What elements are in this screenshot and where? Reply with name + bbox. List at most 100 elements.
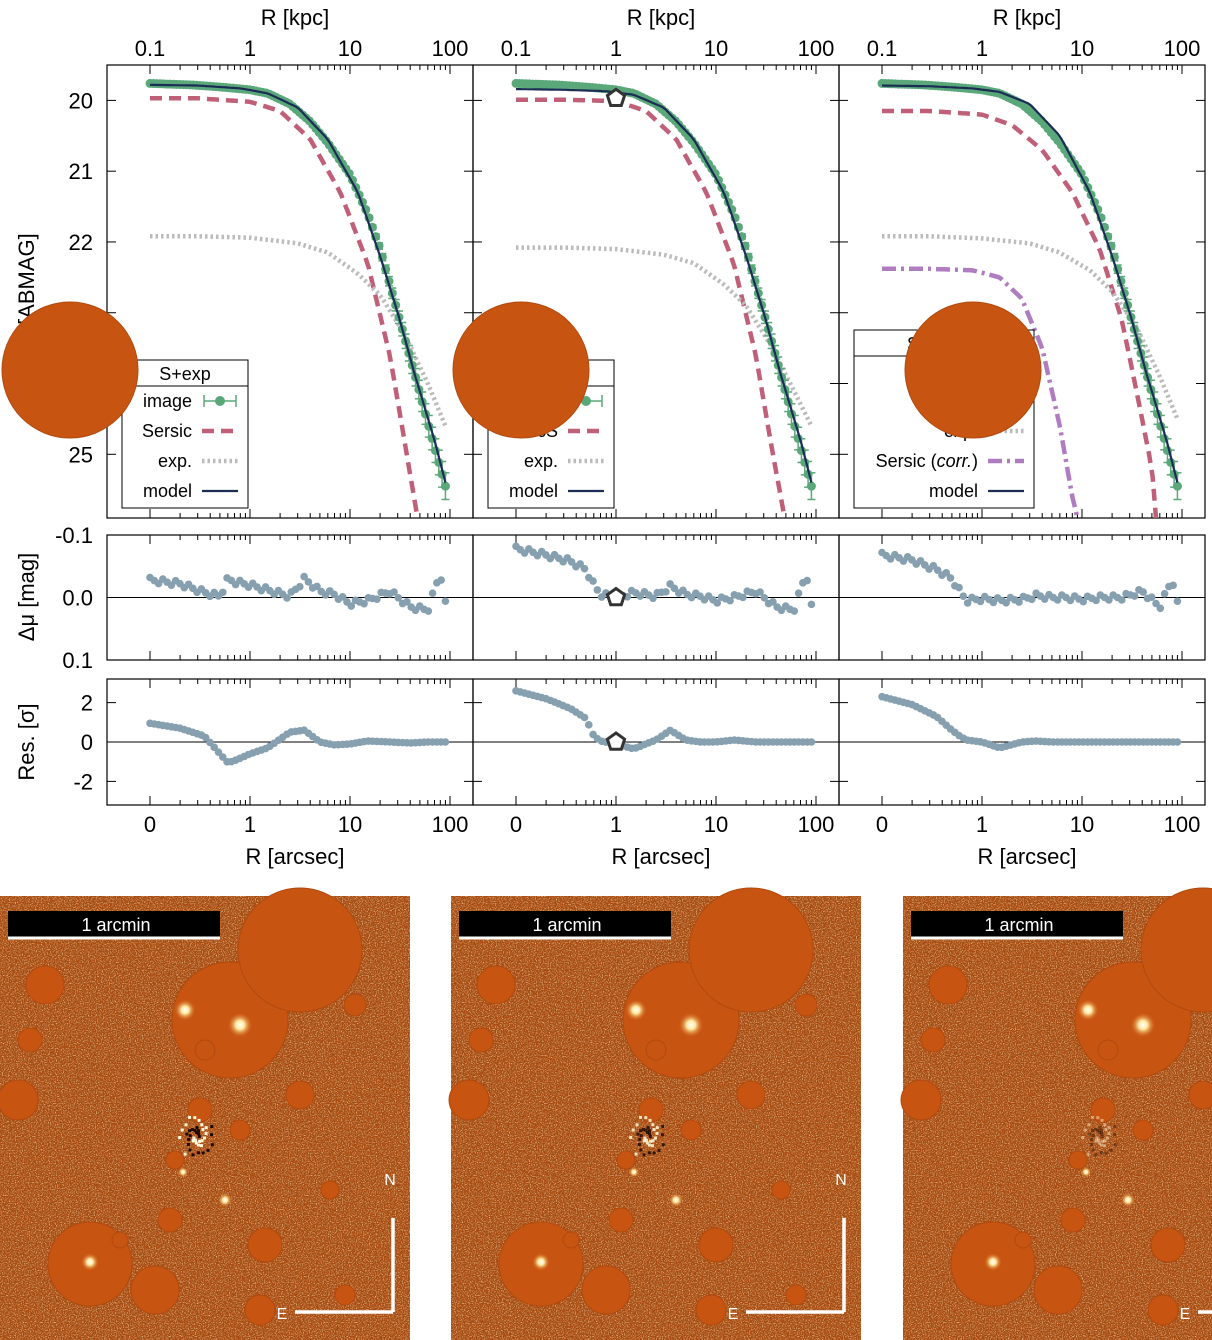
point-source (1077, 999, 1099, 1021)
mask-region (616, 1150, 636, 1170)
bottom-tick-label: 10 (704, 812, 728, 837)
compass-east-label: E (728, 1306, 739, 1323)
delta-mu-point (1015, 598, 1023, 606)
top-tick-label: 0.1 (867, 36, 898, 61)
residual-pixel (202, 1136, 206, 1140)
residual-pixel (1104, 1128, 1108, 1132)
profile-curves (511, 78, 816, 518)
legend-label-text: ) (972, 451, 978, 471)
scale-bar-box (911, 911, 1123, 939)
residual-pixel (1097, 1141, 1101, 1145)
residual-pixel (1099, 1132, 1103, 1136)
delta-mu-point (756, 588, 764, 596)
delta-mu-point (1117, 596, 1126, 604)
delta-mu-point (373, 595, 381, 603)
target-residual (1081, 1115, 1117, 1157)
residual-pixel (639, 1129, 643, 1133)
mask-region (785, 1284, 807, 1306)
delta-mu-point (580, 564, 589, 573)
bottom-tick-label: 100 (798, 812, 835, 837)
residual-pixel (204, 1126, 208, 1130)
point-source (625, 999, 647, 1021)
residual-pixel (644, 1116, 648, 1120)
residual-pixel (647, 1132, 651, 1136)
residual-pixel (1096, 1116, 1100, 1120)
residual-pixel (639, 1115, 643, 1119)
bottom-tick-label: 0 (510, 812, 522, 837)
top-tick-label: 100 (1164, 36, 1201, 61)
residual-pixel (184, 1123, 188, 1127)
core-radius-marker (605, 87, 627, 107)
residual-pixel (1091, 1134, 1095, 1138)
mask-region (1132, 1119, 1154, 1141)
mask-region (900, 1079, 942, 1121)
residual-pixel (1103, 1123, 1107, 1127)
residual-pixel (1081, 1135, 1085, 1139)
delta-mu-point (330, 590, 338, 599)
residual-pixel (196, 1151, 200, 1155)
top-tick-label: 10 (704, 36, 728, 61)
mask-region (334, 1284, 356, 1306)
component-dashed-line (150, 96, 420, 518)
top-tick-label: 0.1 (501, 36, 532, 61)
delta-mu-point (428, 589, 437, 597)
residual-pixel (178, 1135, 182, 1139)
residual-pixel (196, 1129, 200, 1133)
residual-pixel (648, 1135, 652, 1138)
delta-mu-point (790, 607, 799, 615)
residual-point (580, 713, 589, 722)
residual-pixel (1094, 1153, 1098, 1157)
residual-pixel (1107, 1126, 1111, 1130)
residual-pixel (1099, 1151, 1103, 1155)
component-dashed-line (516, 97, 787, 518)
residual-pixel (644, 1128, 648, 1132)
delta-mu-point (1053, 596, 1062, 604)
delta-mu-point (946, 574, 955, 582)
residual-pixel (1107, 1132, 1111, 1136)
component-dotted-line (516, 245, 814, 427)
mask-region (698, 1227, 734, 1263)
legend-label: Sersic (142, 421, 192, 441)
residual-pixel (206, 1148, 210, 1152)
bottom-tick-label: 0 (144, 812, 156, 837)
residual-pixel (199, 1144, 203, 1148)
residual-pixel (210, 1143, 214, 1147)
legend-label-text: Sersic ( (876, 451, 937, 471)
residual-pixel (638, 1137, 642, 1141)
image-point (1172, 481, 1182, 491)
residual-pixel (647, 1143, 651, 1147)
delta-mu-point (347, 602, 356, 610)
residual-pixel (635, 1123, 639, 1127)
bottom-tick-label: 1 (610, 812, 622, 837)
residual-pixel (648, 1118, 652, 1122)
residual-pixel (1096, 1128, 1100, 1132)
delta-mu-point (955, 583, 963, 592)
delta-mu-point (794, 589, 803, 597)
delta-mu-point (1028, 595, 1036, 604)
mask-region (1068, 1150, 1088, 1170)
scale-bar-label: 1 arcmin (984, 915, 1053, 935)
mask-region (194, 1039, 216, 1061)
mask-region (1150, 1227, 1186, 1263)
y-tick-label-dmu: 0.0 (62, 586, 93, 611)
mask-region (562, 1231, 580, 1249)
y-tick-label-mu: 21 (69, 159, 93, 184)
residual-pixel (1087, 1123, 1091, 1127)
legend: S+exp image Sersic exp. model (121, 359, 249, 509)
bottom-axis-label: R [arcsec] (245, 844, 344, 869)
residual-point (1173, 738, 1182, 746)
residual-pixel (1091, 1129, 1095, 1133)
residual-map-2: 1 arcmin N E (448, 301, 861, 1340)
delta-mu-point (1169, 581, 1177, 590)
bottom-tick-label: 1 (244, 812, 256, 837)
residual-pixel (639, 1134, 643, 1138)
legend-label: image (143, 391, 192, 411)
residual-pixel (185, 1132, 189, 1136)
delta-mu-point (807, 600, 816, 609)
delta-mu-point (296, 582, 304, 591)
residual-pixel (195, 1131, 199, 1135)
residual-pixel (1094, 1139, 1098, 1143)
delta-mu-point (1079, 597, 1088, 606)
compass-north-label: N (835, 1172, 847, 1189)
image-point (440, 481, 450, 491)
